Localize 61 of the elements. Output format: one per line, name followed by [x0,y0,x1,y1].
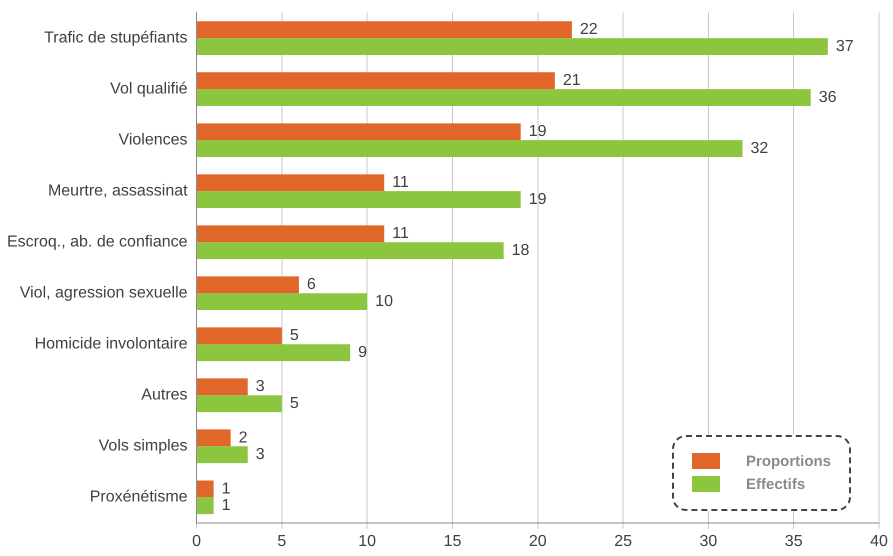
x-tick-label: 30 [699,532,718,550]
data-label: 5 [290,327,299,344]
bar [197,395,282,412]
data-label: 9 [358,344,368,362]
y-tick-label: Proxénétisme [90,488,188,506]
bar [197,38,828,55]
data-label: 5 [290,395,299,412]
data-label: 36 [818,88,837,106]
y-tick-label: Viol, agression sexuelle [20,284,188,302]
data-label: 1 [222,480,231,498]
y-tick-label: Escroq., ab. de confiance [6,234,188,251]
bar [197,140,743,157]
y-tick-label: Violences [118,132,188,149]
bar [197,446,248,464]
y-tick-label: Meurtre, assassinat [48,182,188,200]
bar [197,276,299,294]
data-label: 1 [222,497,231,514]
legend-label: Effectifs [746,476,806,493]
x-tick-label: 15 [444,532,462,550]
y-tick-label: Autres [141,386,188,404]
bar [197,242,504,260]
bar [197,225,384,242]
data-label: 18 [512,242,530,260]
data-label: 21 [562,72,581,90]
data-label: 11 [392,225,409,242]
bar [197,378,248,396]
data-label: 3 [256,446,265,464]
y-tick-label: Trafic de stupéfiants [44,30,188,47]
y-tick-label: Vol qualifié [110,80,188,98]
bar [197,293,368,310]
x-tick-label: 0 [192,532,202,550]
data-label: 19 [528,123,547,140]
bar [197,72,555,90]
y-tick-label: Vols simples [98,438,188,455]
data-label: 10 [375,293,394,310]
bar [197,174,384,192]
x-tick-label: 35 [784,532,803,550]
data-label: 11 [392,174,409,192]
bar [197,191,521,208]
x-tick-label: 5 [277,532,286,550]
x-tick-label: 25 [614,532,632,550]
data-label: 2 [238,429,248,446]
data-label: 22 [580,21,598,38]
y-tick-label: Homicide involontaire [34,336,188,353]
x-tick-label: 20 [528,532,547,550]
bar [197,123,521,140]
bar [197,480,214,498]
legend-label: Proportions [746,452,831,470]
data-label: 6 [306,276,316,294]
bar [197,21,572,38]
data-label: 32 [750,140,768,157]
data-label: 37 [836,38,854,55]
x-tick-label: 40 [870,532,888,550]
bar [197,497,214,514]
bar [197,89,811,106]
bar [197,327,282,344]
data-label: 19 [528,190,547,208]
x-tick-label: 10 [358,532,376,550]
data-label: 3 [256,378,265,396]
bar [197,344,350,362]
bar [197,429,231,446]
